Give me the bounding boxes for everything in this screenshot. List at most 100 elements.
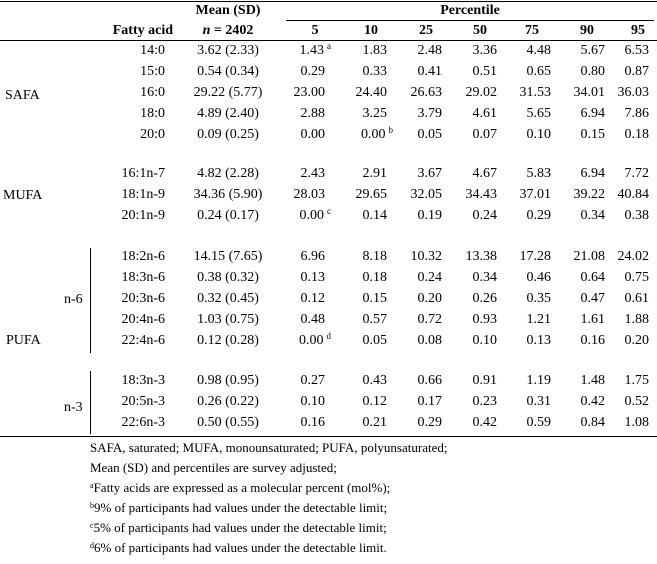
percentile-cell-p25: 0.20 (418, 291, 443, 307)
footnote-b-mark: b (90, 501, 94, 510)
percentile-value: 0.12 (300, 291, 326, 306)
percentile-value: 1.43 (299, 43, 325, 58)
fatty-acid-label: 14:0 (140, 43, 165, 58)
percentile-cell-p50: 4.67 (473, 166, 498, 182)
percentile-value: 0.00 (300, 127, 326, 142)
percentile-cell-p50: 0.23 (473, 394, 498, 410)
percentile-cell-p10: 1.83 (363, 43, 388, 59)
percentile-cell-p5: 1.43 a (299, 41, 332, 59)
percentile-cell-p50: 0.34 (473, 270, 498, 286)
percentile-value: 1.83 (362, 43, 388, 58)
mean-sd-cell: 0.24 (0.17) (197, 208, 259, 223)
percentile-cell-p90: 0.47 (581, 291, 606, 307)
percentile-value: 29.02 (465, 85, 498, 100)
percentile-cell-p95: 0.38 (625, 208, 650, 224)
fatty-acid-label: 16:0 (140, 85, 165, 100)
percentile-cell-p25: 3.79 (418, 106, 443, 122)
group-label-n6: n-6 (64, 292, 83, 307)
percentile-value: 0.51 (472, 64, 498, 79)
fatty-acid-label: 20:3n-6 (121, 291, 165, 306)
footnote-abbrev: SAFA, saturated; MUFA, monounsaturated; … (90, 440, 448, 455)
percentile-cell-p95: 0.18 (625, 127, 650, 143)
percentile-cell-p75: 0.59 (527, 415, 552, 431)
percentile-value: 24.40 (355, 85, 388, 100)
percentile-value: 0.33 (362, 64, 388, 79)
percentile-cell-p75: 0.31 (527, 394, 552, 410)
percentile-value: 0.84 (580, 415, 606, 430)
percentile-cell-p50: 29.02 (466, 85, 498, 101)
percentile-cell-p75: 0.13 (527, 333, 552, 349)
percentile-cell-p50: 0.42 (473, 415, 498, 431)
footnote-d: d6% of participants had values under the… (90, 540, 387, 556)
percentile-cell-p95: 6.53 (625, 43, 650, 59)
mean-sd-cell: 0.12 (0.28) (197, 333, 259, 348)
percentile-cell-p5: 0.27 (301, 373, 326, 389)
percentile-value: 0.46 (526, 270, 552, 285)
percentile-value: 34.43 (465, 187, 498, 202)
percentile-rule (286, 20, 654, 21)
percentile-value: 29.65 (355, 187, 388, 202)
percentile-value: 0.43 (362, 373, 388, 388)
percentile-value: 3.36 (472, 43, 498, 58)
percentile-value: 0.47 (580, 291, 606, 306)
percentile-value: 0.29 (300, 64, 326, 79)
footnote-marker: b (388, 125, 394, 135)
percentile-value: 0.57 (362, 312, 388, 327)
footnote-c-mark: c (90, 521, 94, 530)
percentile-cell-p90: 0.34 (581, 208, 606, 224)
percentile-value: 6.94 (580, 106, 606, 121)
percentile-cell-p95: 1.75 (625, 373, 650, 389)
group-label-safa: SAFA (5, 88, 40, 103)
percentile-cell-p75: 0.65 (527, 64, 552, 80)
percentile-value: 40.84 (617, 187, 650, 202)
percentile-value: 0.14 (362, 208, 388, 223)
percentile-value: 0.10 (300, 394, 326, 409)
percentile-value: 26.63 (410, 85, 443, 100)
percentile-header-50: 50 (473, 23, 487, 38)
percentile-value: 0.00 (361, 127, 386, 142)
bottom-rule (0, 436, 657, 437)
header-fatty-acid: Fatty acid (112, 23, 173, 38)
percentile-cell-p10: 0.43 (363, 373, 388, 389)
fatty-acid-label: 22:6n-3 (121, 415, 165, 430)
group-label-mufa: MUFA (3, 188, 43, 203)
percentile-value: 0.00 (299, 208, 325, 223)
percentile-header-5: 5 (311, 23, 319, 38)
percentile-cell-p25: 26.63 (411, 85, 443, 101)
percentile-cell-p90: 0.42 (581, 394, 606, 410)
footnote-marker: d (326, 331, 332, 341)
percentile-value: 0.59 (526, 415, 552, 430)
footnote-marker: a (327, 41, 331, 51)
percentile-cell-p10: 3.25 (363, 106, 388, 122)
percentile-cell-p50: 34.43 (466, 187, 498, 203)
percentile-value: 2.43 (300, 166, 326, 181)
percentile-value: 7.86 (624, 106, 650, 121)
percentile-cell-p5: 0.16 (301, 415, 326, 431)
percentile-cell-p90: 6.94 (581, 106, 606, 122)
percentile-value: 7.72 (624, 166, 650, 181)
percentile-cell-p50: 0.10 (473, 333, 498, 349)
percentile-cell-p5: 0.10 (301, 394, 326, 410)
mean-sd-cell: 4.89 (2.40) (197, 106, 259, 121)
percentile-value: 4.48 (526, 43, 552, 58)
percentile-value: 3.67 (417, 166, 443, 181)
percentile-cell-p75: 31.53 (520, 85, 552, 101)
percentile-cell-p10: 0.15 (363, 291, 388, 307)
fatty-acid-label: 18:3n-6 (121, 270, 165, 285)
percentile-cell-p25: 0.08 (418, 333, 443, 349)
percentile-value: 2.91 (362, 166, 388, 181)
percentile-value: 0.16 (580, 333, 606, 348)
percentile-cell-p25: 0.05 (418, 127, 443, 143)
percentile-header-10: 10 (364, 23, 378, 38)
percentile-cell-p95: 7.72 (625, 166, 650, 182)
percentile-value: 0.17 (417, 394, 443, 409)
percentile-value: 0.64 (580, 270, 606, 285)
percentile-cell-p50: 13.38 (466, 249, 498, 265)
footnote-a-text: Fatty acids are expressed as a molecular… (93, 480, 391, 495)
percentile-cell-p95: 7.86 (625, 106, 650, 122)
percentile-value: 36.03 (617, 85, 650, 100)
percentile-value: 1.08 (624, 415, 650, 430)
fatty-acid-label: 16:1n-7 (121, 166, 165, 181)
fatty-acid-label: 22:4n-6 (121, 333, 165, 348)
percentile-cell-p95: 0.20 (625, 333, 650, 349)
